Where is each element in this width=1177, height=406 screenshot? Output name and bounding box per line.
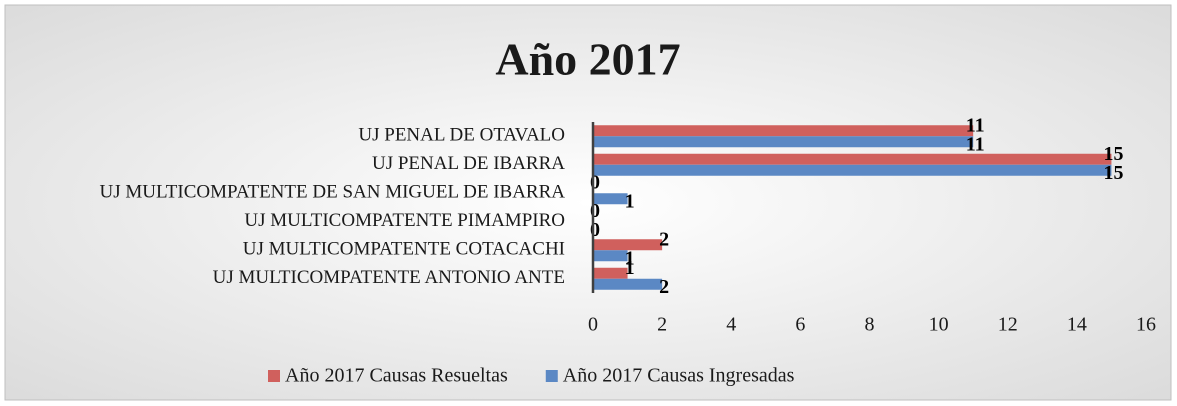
legend-label: Año 2017 Causas Ingresadas <box>563 365 795 387</box>
data-label: 0 <box>590 200 600 222</box>
y-tick-label: UJ MULTICOMPATENTE DE SAN MIGUEL DE IBAR… <box>99 182 565 203</box>
data-label: 1 <box>625 257 635 279</box>
y-tick-label: UJ MULTICOMPATENTE PIMAMPIRO <box>244 210 565 231</box>
x-tick-label: 6 <box>795 314 805 336</box>
bar <box>593 164 1112 176</box>
chart-title: Año 2017 <box>495 34 680 85</box>
data-label: 11 <box>966 114 985 136</box>
y-tick-label: UJ MULTICOMPATENTE COTACACHI <box>243 239 565 260</box>
data-label: 2 <box>659 276 669 298</box>
x-tick-label: 16 <box>1136 314 1156 336</box>
y-tick-label: UJ PENAL DE IBARRA <box>372 153 565 174</box>
data-label: 0 <box>590 171 600 193</box>
data-label: 2 <box>659 228 669 250</box>
bar <box>593 125 974 137</box>
x-tick-label: 8 <box>865 314 875 336</box>
bar <box>593 193 628 205</box>
y-tick-label: UJ PENAL DE OTAVALO <box>358 125 565 146</box>
x-tick-label: 12 <box>998 314 1018 336</box>
bar <box>593 153 1112 165</box>
legend-swatch <box>545 370 558 382</box>
y-tick-label: UJ MULTICOMPATENTE ANTONIO ANTE <box>213 267 565 288</box>
bar <box>593 136 974 148</box>
x-tick-label: 4 <box>726 314 736 336</box>
bar <box>593 250 628 262</box>
data-label: 0 <box>590 219 600 241</box>
bar <box>593 239 663 251</box>
data-label: 15 <box>1103 162 1123 184</box>
x-tick-label: 14 <box>1067 314 1087 336</box>
data-label: 11 <box>966 133 985 155</box>
x-tick-label: 0 <box>588 314 598 336</box>
legend-swatch <box>268 370 280 382</box>
bar <box>593 267 628 279</box>
data-label: 1 <box>625 190 635 212</box>
data-label: 15 <box>1103 143 1123 165</box>
chart-background <box>4 4 1172 401</box>
legend-label: Año 2017 Causas Resueltas <box>285 365 508 387</box>
bar <box>593 278 663 290</box>
x-tick-label: 2 <box>657 314 667 336</box>
data-label: 1 <box>625 247 635 269</box>
x-tick-label: 10 <box>929 314 949 336</box>
